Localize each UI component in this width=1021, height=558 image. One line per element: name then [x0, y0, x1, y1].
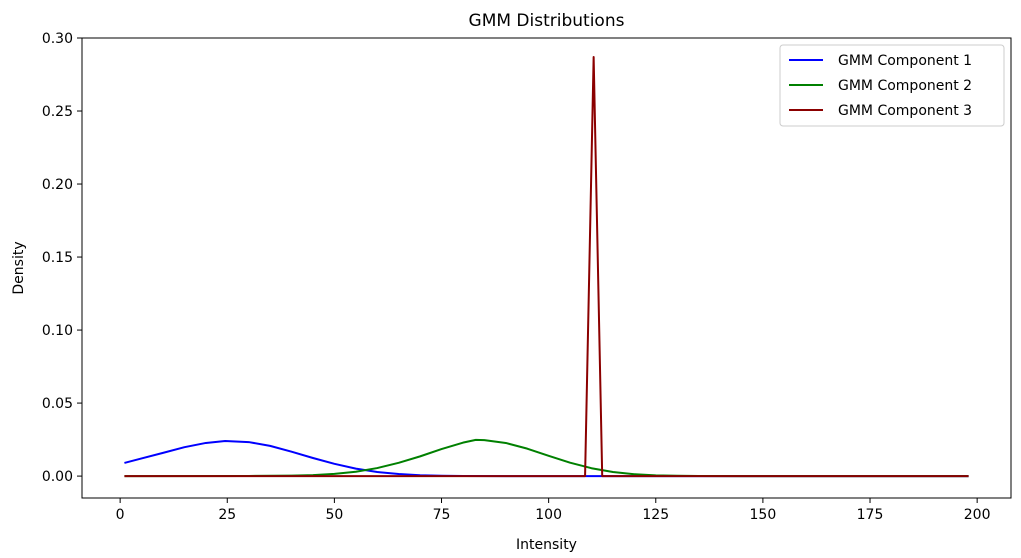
x-tick-label: 25	[218, 507, 236, 523]
legend: GMM Component 1 GMM Component 2 GMM Compon…	[779, 44, 1005, 127]
y-tick-label: 0.30	[42, 31, 73, 47]
series-layer	[124, 55, 969, 478]
legend-label-3: GMM Component 3	[838, 103, 972, 119]
y-tick-label: 0.10	[42, 323, 73, 339]
y-axis: 0.00 0.05 0.10 0.15 0.20 0.25 0.30	[42, 31, 82, 485]
plot-area-frame	[81, 37, 1012, 499]
x-tick-label: 175	[857, 507, 884, 523]
y-tick-label: 0.20	[42, 177, 73, 193]
y-tick-label: 0.00	[42, 469, 73, 485]
y-tick-label: 0.25	[42, 104, 73, 120]
x-axis-label: Intensity	[516, 537, 577, 553]
x-tick-label: 50	[325, 507, 343, 523]
legend-label-2: GMM Component 2	[838, 78, 972, 94]
y-axis-label: Density	[11, 241, 27, 294]
legend-label-1: GMM Component 1	[838, 53, 972, 69]
y-tick-label: 0.15	[42, 250, 73, 266]
x-axis: 0 25 50 75 100 125 150 175 200	[116, 498, 991, 523]
x-tick-label: 125	[642, 507, 669, 523]
series-line-3	[124, 55, 969, 478]
legend-box	[779, 44, 1005, 127]
x-tick-label: 200	[964, 507, 991, 523]
x-tick-label: 75	[433, 507, 451, 523]
x-tick-label: 0	[116, 507, 125, 523]
x-tick-label: 150	[750, 507, 777, 523]
y-tick-label: 0.05	[42, 396, 73, 412]
chart-title: GMM Distributions	[469, 11, 625, 31]
x-tick-label: 100	[535, 507, 562, 523]
